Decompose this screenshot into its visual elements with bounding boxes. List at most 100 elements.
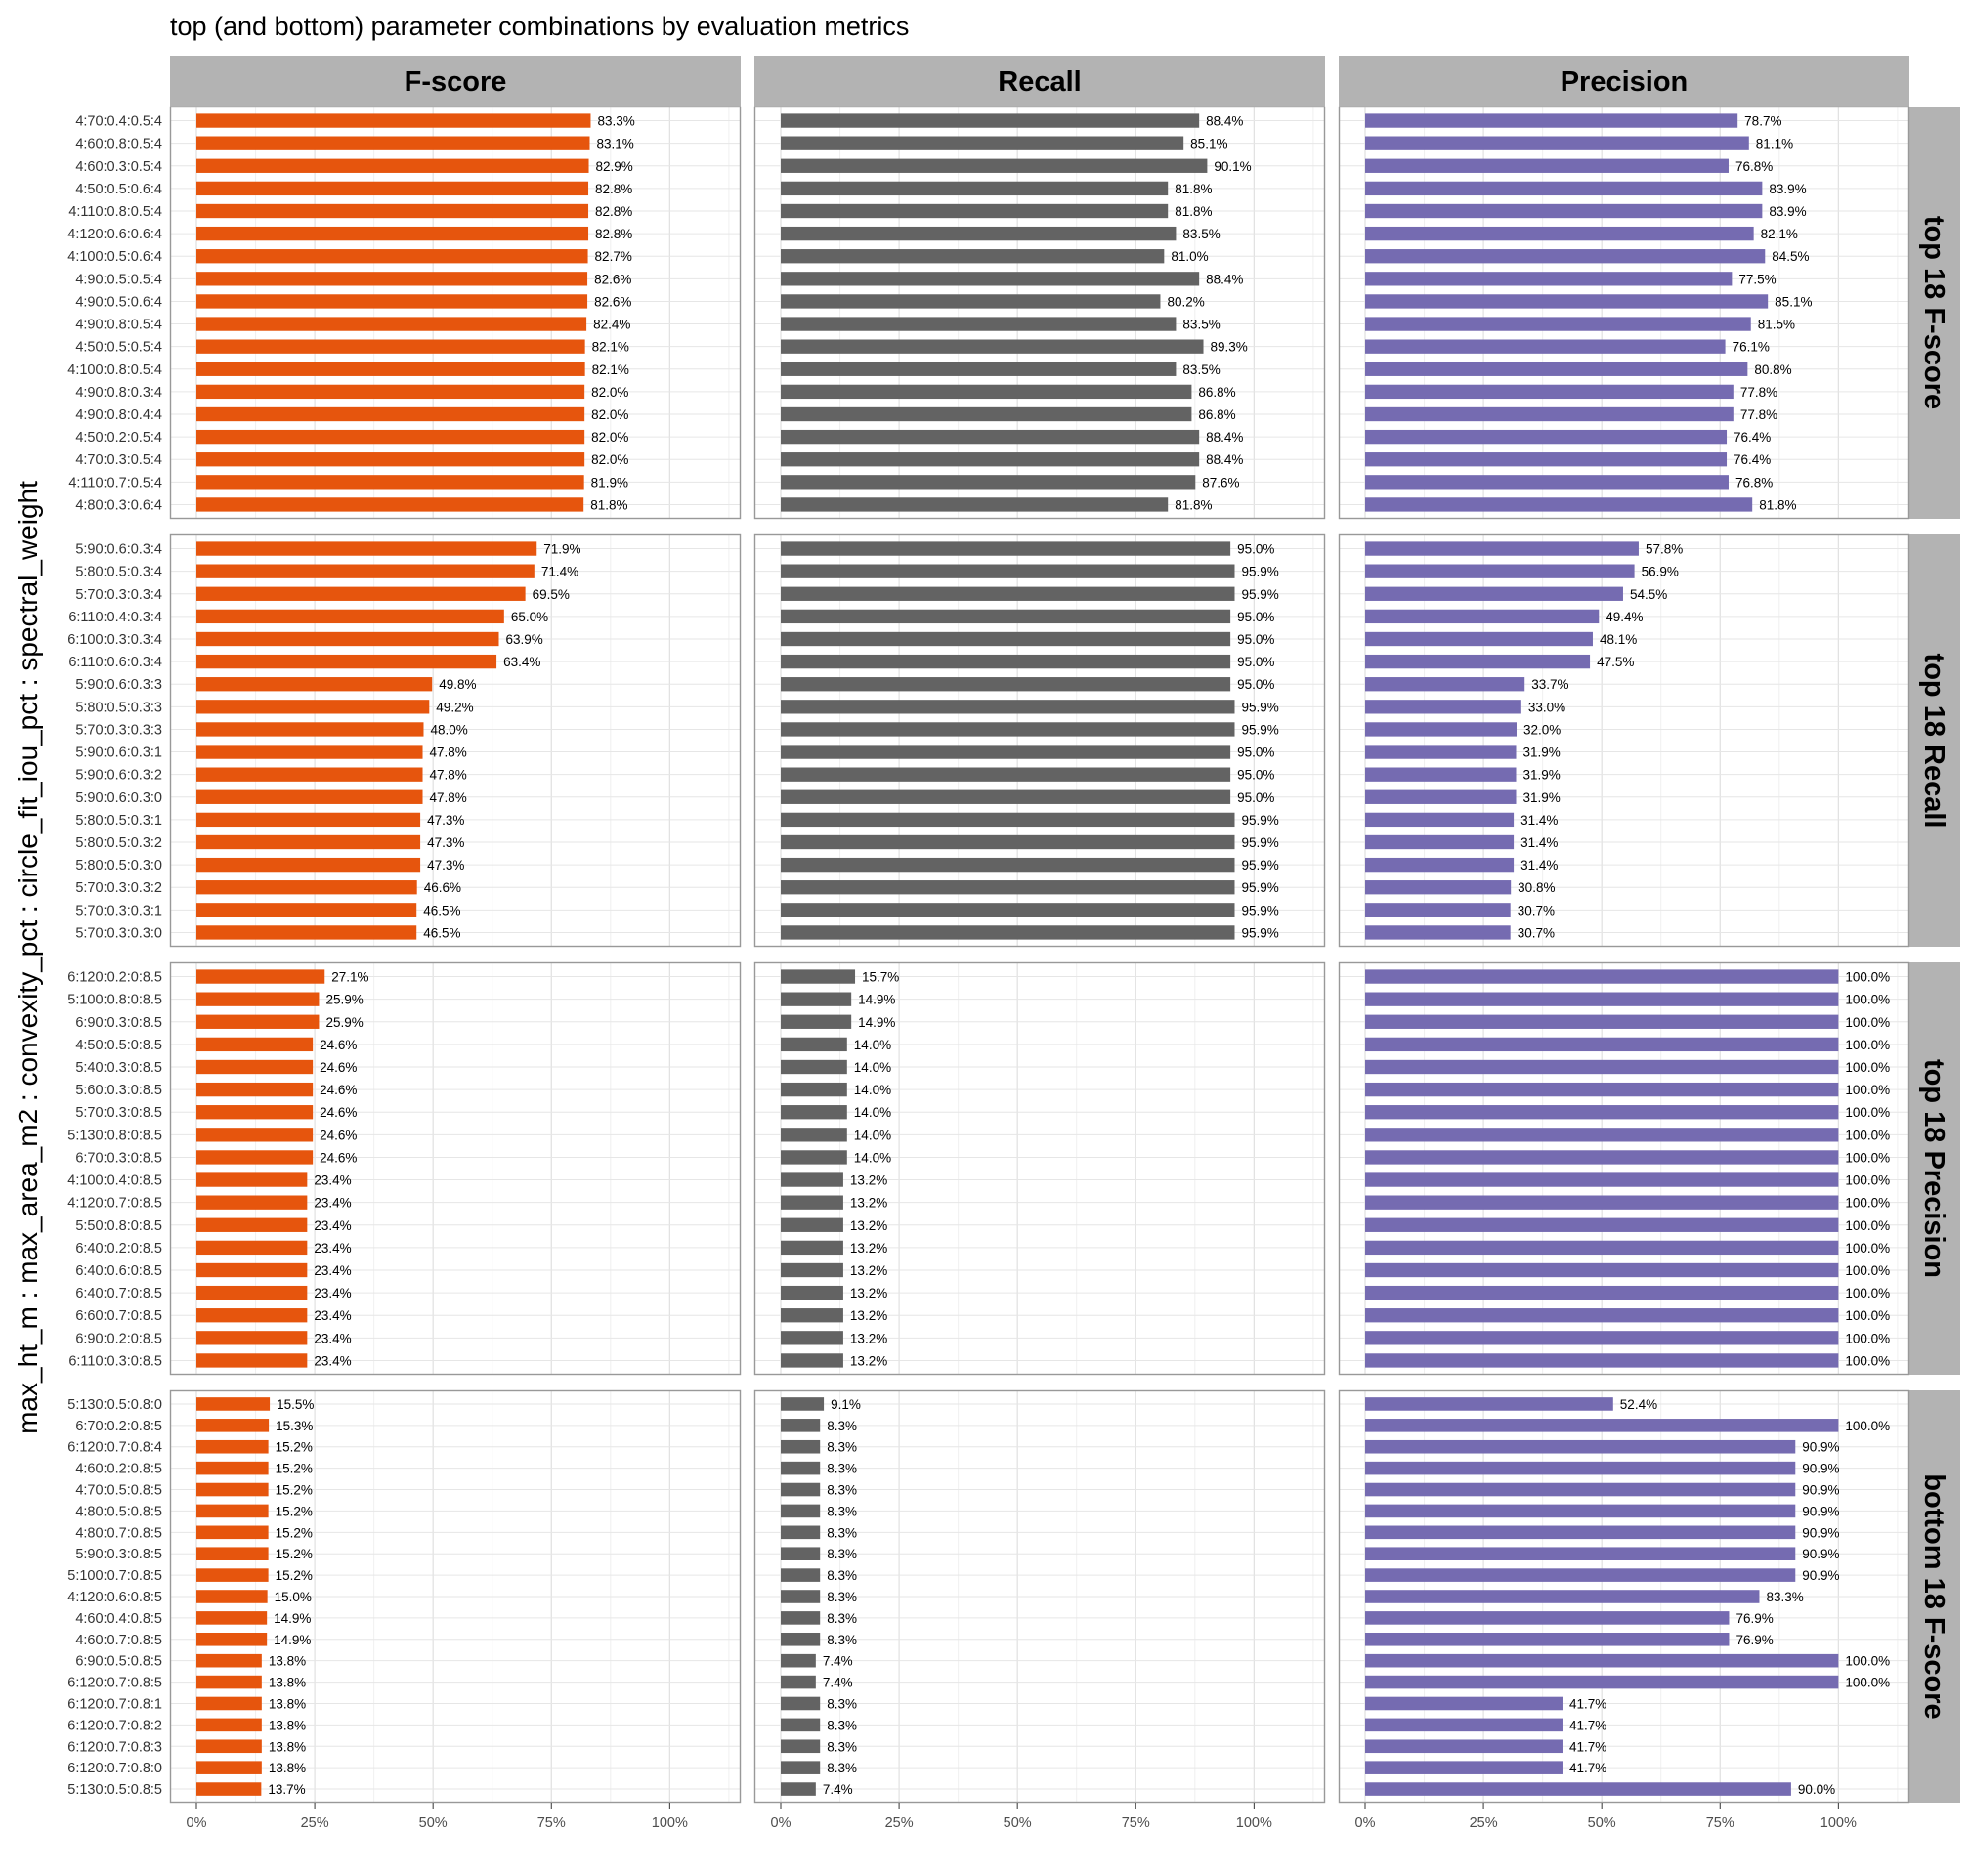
data-label: 95.9%	[1241, 565, 1278, 579]
data-label: 76.9%	[1735, 1611, 1773, 1626]
data-label: 90.9%	[1802, 1525, 1839, 1540]
data-label: 54.5%	[1630, 587, 1667, 602]
data-label: 31.4%	[1520, 813, 1558, 828]
bar	[196, 586, 526, 601]
data-label: 23.4%	[314, 1308, 351, 1323]
data-label: 88.4%	[1206, 430, 1243, 445]
data-label: 8.3%	[827, 1419, 857, 1433]
x-tick-label: 0%	[771, 1815, 792, 1831]
y-tick-label: 6:110:0.4:0.3:4	[68, 610, 162, 625]
facet-label-top-18-precision: top 18 Precision	[1918, 1059, 1949, 1278]
data-label: 88.4%	[1206, 452, 1243, 467]
bar	[1365, 745, 1517, 759]
bar	[196, 1461, 269, 1475]
data-label: 52.4%	[1620, 1397, 1657, 1412]
data-label: 23.4%	[314, 1353, 351, 1368]
data-label: 100.0%	[1845, 1263, 1890, 1278]
panel-top-18-recall-f-score: 71.9% 71.4% 69.5% 65.0% 63.9% 63.4% 49.8% 49.2%…	[169, 533, 742, 948]
data-label: 13.2%	[850, 1218, 887, 1233]
bar	[781, 1504, 821, 1518]
bar	[781, 1761, 821, 1774]
bar	[781, 1696, 821, 1711]
y-tick-label: 6:120:0.2:0:8.5	[67, 970, 162, 986]
data-label: 81.8%	[1175, 497, 1212, 512]
bar	[781, 1675, 816, 1689]
bar	[1365, 541, 1639, 556]
bar	[196, 1611, 268, 1625]
data-label: 46.5%	[423, 925, 460, 940]
data-label: 95.9%	[1241, 925, 1278, 940]
y-tick-label: 5:70:0.3:0.3:2	[75, 880, 162, 896]
data-label: 48.1%	[1600, 632, 1637, 647]
y-tick-label: 4:120:0.6:0.6:4	[67, 227, 162, 242]
data-label: 76.9%	[1735, 1633, 1773, 1647]
data-label: 95.9%	[1241, 587, 1278, 602]
data-label: 83.3%	[1766, 1590, 1803, 1604]
data-label: 63.4%	[503, 655, 540, 669]
panel-background	[1339, 107, 1909, 519]
bar	[1365, 1059, 1839, 1075]
bar	[196, 1653, 262, 1668]
data-label: 63.9%	[505, 632, 542, 647]
bar	[781, 1059, 847, 1075]
panel-background	[754, 534, 1325, 947]
bar	[196, 1195, 308, 1210]
data-label: 8.3%	[827, 1462, 857, 1476]
bar	[1365, 113, 1738, 128]
data-label: 13.8%	[269, 1676, 306, 1690]
bar	[196, 722, 424, 737]
bar	[196, 654, 497, 669]
y-tick-label: 6:40:0.7:0:8.5	[75, 1286, 162, 1301]
y-tick-label: 6:90:0.2:0:8.5	[75, 1331, 162, 1346]
bar	[196, 700, 430, 714]
data-label: 8.3%	[827, 1525, 857, 1540]
y-tick-label: 5:130:0.5:0.8:5	[67, 1782, 162, 1798]
data-label: 7.4%	[823, 1654, 853, 1669]
data-label: 15.2%	[276, 1440, 313, 1455]
data-label: 86.8%	[1198, 407, 1235, 422]
data-label: 95.0%	[1237, 610, 1274, 624]
bar	[196, 136, 590, 150]
y-tick-label: 5:90:0.3:0.8:5	[75, 1547, 162, 1562]
panel-border	[753, 1389, 1326, 1804]
facet-label-top-18-f-score: top 18 F-score	[1918, 216, 1949, 409]
bar	[1365, 880, 1512, 895]
facet-label-recall: Recall	[998, 66, 1081, 98]
y-tick-label: 6:70:0.2:0.8:5	[75, 1419, 162, 1434]
y-tick-label: 4:50:0.5:0:8.5	[75, 1038, 162, 1053]
bar	[1365, 181, 1763, 196]
data-label: 24.6%	[320, 1038, 357, 1052]
data-label: 90.9%	[1802, 1483, 1839, 1498]
data-label: 95.9%	[1241, 813, 1278, 828]
bar	[1365, 158, 1729, 173]
bar	[781, 1285, 843, 1300]
data-label: 14.0%	[854, 1150, 891, 1165]
bar	[781, 1331, 843, 1345]
data-label: 47.8%	[430, 790, 467, 805]
bar	[196, 113, 591, 128]
data-label: 31.9%	[1523, 768, 1561, 783]
bar	[781, 1172, 843, 1187]
bar	[781, 1633, 821, 1646]
bar	[196, 406, 585, 422]
data-label: 13.8%	[269, 1718, 306, 1732]
chart-title: top (and bottom) parameter combinations …	[170, 12, 909, 41]
bar	[196, 226, 589, 241]
bar	[781, 654, 1231, 669]
bar	[781, 1128, 847, 1142]
bar	[196, 294, 588, 309]
bar	[781, 113, 1200, 128]
bar	[1365, 1461, 1796, 1475]
bar	[196, 1037, 314, 1052]
data-label: 15.2%	[276, 1568, 313, 1583]
y-tick-label: 4:90:0.8:0.3:4	[75, 385, 162, 401]
data-label: 13.2%	[850, 1308, 887, 1323]
bar	[781, 677, 1231, 692]
y-tick-label: 4:100:0.8:0.5:4	[67, 362, 162, 378]
data-label: 24.6%	[320, 1105, 357, 1120]
data-label: 87.6%	[1202, 475, 1239, 490]
data-label: 82.9%	[596, 159, 633, 174]
facet-strip-f-score	[170, 56, 741, 107]
data-label: 47.5%	[1597, 655, 1634, 669]
bar	[196, 1014, 320, 1029]
